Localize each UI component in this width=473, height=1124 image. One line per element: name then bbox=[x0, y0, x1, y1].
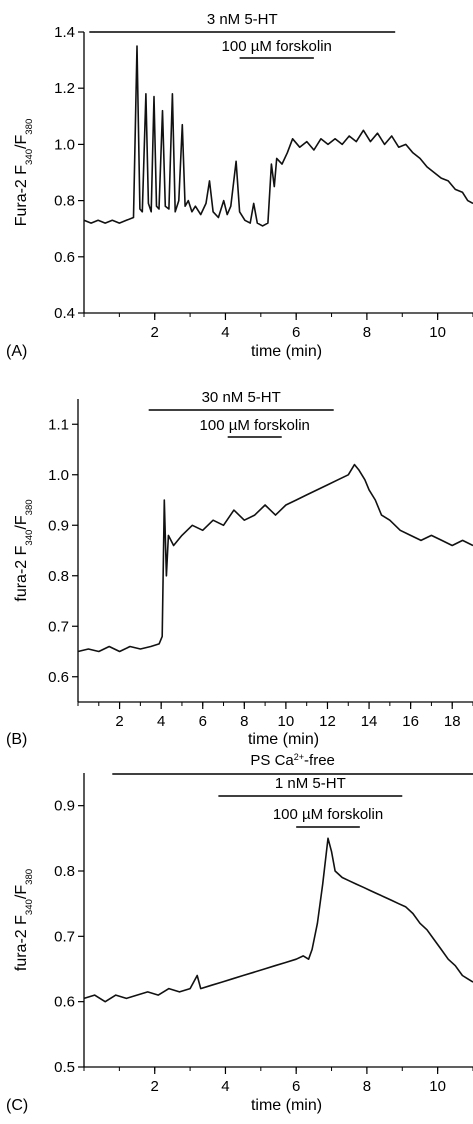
text-part: 340 bbox=[24, 530, 35, 546]
y-tick-label: 0.5 bbox=[54, 1059, 75, 1076]
x-axis-label: time (min) bbox=[251, 1097, 322, 1114]
x-tick-label: 2 bbox=[115, 713, 123, 730]
x-tick-label: 8 bbox=[363, 1078, 371, 1095]
treatment-label: 100 µM forskolin bbox=[273, 806, 383, 823]
x-axis-label: time (min) bbox=[251, 343, 322, 360]
y-tick-label: 1.2 bbox=[54, 80, 75, 97]
text-part: /F bbox=[13, 515, 30, 529]
text-part: 100 µM forskolin bbox=[200, 417, 310, 434]
y-tick-label: 0.7 bbox=[48, 618, 69, 635]
text-part: -free bbox=[304, 752, 335, 769]
treatment-label: 30 nM 5-HT bbox=[202, 389, 281, 406]
treatment-label: 100 µM forskolin bbox=[222, 38, 332, 55]
text-part: Fura-2 F bbox=[13, 165, 30, 227]
x-tick-label: 10 bbox=[429, 1078, 446, 1095]
text-part: 340 bbox=[24, 899, 35, 915]
x-tick-label: 16 bbox=[402, 713, 419, 730]
y-axis-label: Fura-2 F340/F380 bbox=[13, 119, 35, 227]
y-tick-label: 1.1 bbox=[48, 416, 69, 433]
x-tick-label: 6 bbox=[292, 1078, 300, 1095]
text-part: 100 µM forskolin bbox=[273, 806, 383, 823]
text-part: fura-2 F bbox=[13, 915, 30, 971]
x-tick-label: 10 bbox=[278, 713, 295, 730]
x-tick-label: 12 bbox=[319, 713, 336, 730]
text-part: 3 nM 5-HT bbox=[207, 11, 278, 28]
y-tick-label: 0.6 bbox=[54, 994, 75, 1011]
treatment-label: 1 nM 5-HT bbox=[275, 775, 346, 792]
text-part: fura-2 F bbox=[13, 545, 30, 601]
text-part: 380 bbox=[24, 119, 35, 135]
x-tick-label: 18 bbox=[444, 713, 461, 730]
text-part: 380 bbox=[24, 869, 35, 885]
x-tick-label: 8 bbox=[240, 713, 248, 730]
x-tick-label: 6 bbox=[199, 713, 207, 730]
text-part: 340 bbox=[24, 149, 35, 165]
y-tick-label: 0.9 bbox=[54, 798, 75, 815]
panel-label: (C) bbox=[6, 1097, 28, 1114]
y-tick-label: 0.7 bbox=[54, 928, 75, 945]
y-tick-label: 0.6 bbox=[48, 669, 69, 686]
y-axis-label: fura-2 F340/F380 bbox=[13, 499, 35, 601]
x-tick-label: 8 bbox=[363, 324, 371, 341]
y-axis-label: fura-2 F340/F380 bbox=[13, 869, 35, 971]
y-tick-label: 1.0 bbox=[48, 467, 69, 484]
text-part: /F bbox=[13, 134, 30, 148]
text-part: 30 nM 5-HT bbox=[202, 389, 281, 406]
y-tick-label: 1.4 bbox=[54, 24, 75, 41]
text-part: 1 nM 5-HT bbox=[275, 775, 346, 792]
text-part: 100 µM forskolin bbox=[222, 38, 332, 55]
trace-line bbox=[83, 45, 473, 227]
x-tick-label: 4 bbox=[157, 713, 165, 730]
panel-a: 0.4 0.6 0.8 1.0 1.2 1.4 2 4 6 8 10 time (min) (A) Fur… bbox=[6, 11, 473, 360]
y-tick-label: 0.8 bbox=[48, 568, 69, 585]
x-tick-label: 4 bbox=[221, 1078, 229, 1095]
text-part: /F bbox=[13, 885, 30, 899]
panel-label: (B) bbox=[6, 731, 27, 748]
y-tick-label: 0.9 bbox=[48, 517, 69, 534]
trace-line bbox=[77, 463, 473, 653]
text-part: PS Ca bbox=[250, 752, 294, 769]
x-tick-label: 6 bbox=[292, 324, 300, 341]
treatment-label: 3 nM 5-HT bbox=[207, 11, 278, 28]
x-tick-label: 4 bbox=[221, 324, 229, 341]
panel-c: 0.5 0.6 0.7 0.8 0.9 2 4 6 8 10 time (min) (C) fura-2… bbox=[6, 752, 473, 1114]
y-tick-label: 0.8 bbox=[54, 863, 75, 880]
trace-line bbox=[83, 837, 473, 1003]
treatment-label: 100 µM forskolin bbox=[200, 417, 310, 434]
x-tick-label: 10 bbox=[429, 324, 446, 341]
y-tick-label: 1.0 bbox=[54, 136, 75, 153]
panel-b: 0.6 0.7 0.8 0.9 1.0 1.1 2 4 6 8 10 12 14 16 18 time (mi… bbox=[6, 389, 473, 748]
y-tick-label: 0.6 bbox=[54, 249, 75, 266]
panel-label: (A) bbox=[6, 343, 27, 360]
y-tick-label: 0.8 bbox=[54, 193, 75, 210]
x-tick-label: 2 bbox=[151, 1078, 159, 1095]
y-tick-label: 0.4 bbox=[54, 305, 75, 322]
x-tick-label: 2 bbox=[151, 324, 159, 341]
text-part: 380 bbox=[24, 499, 35, 515]
x-tick-label: 14 bbox=[361, 713, 378, 730]
text-part: 2+ bbox=[294, 752, 304, 762]
treatment-label: PS Ca2+-free bbox=[250, 752, 334, 769]
x-axis-label: time (min) bbox=[248, 731, 319, 748]
